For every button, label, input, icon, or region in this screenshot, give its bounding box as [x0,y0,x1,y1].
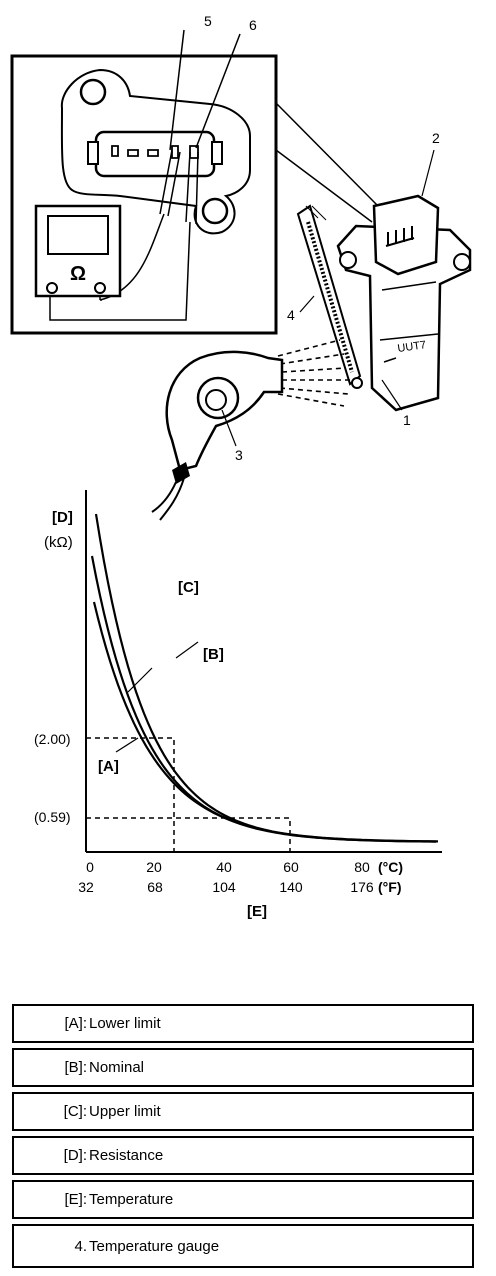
x-tick-f-32: 32 [78,879,94,895]
legend-key: [A]: [64,1015,87,1032]
y-axis-unit: (kΩ) [44,534,73,551]
legend-row-b: [B]: Nominal [12,1048,474,1087]
callout-4: 4 [287,307,295,323]
y-axis-code: [D] [52,509,73,526]
legend-value: Resistance [89,1147,164,1164]
legend-row-c: [C]: Upper limit [12,1092,474,1131]
x-tick-c-60: 60 [283,859,299,875]
x-axis-code: [E] [247,903,267,920]
curve-label-a: [A] [98,758,119,775]
curve-nominal [90,555,436,843]
svg-text:UUT7: UUT7 [397,339,427,355]
legend-value: Upper limit [89,1103,161,1120]
legend-key: 4. [74,1237,87,1255]
x-tick-c-0: 0 [86,859,94,875]
ref-line-059 [86,817,291,852]
curve-lower-limit [92,601,438,843]
curve-upper-limit [94,513,437,843]
legend-key: [C]: [63,1103,87,1120]
ref-line-2 [86,737,175,852]
ref-value-2: (2.00) [34,731,71,747]
x-tick-f-68: 68 [147,879,163,895]
x-tick-f-140: 140 [279,879,303,895]
maf-sensor-illustration: UUT7 [151,149,472,521]
x-tick-c-80: 80 [354,859,370,875]
legend-value: Temperature gauge [89,1237,220,1255]
legend-key: [B]: [64,1059,87,1076]
x-tick-c-40: 40 [216,859,232,875]
x-tick-f-104: 104 [212,879,236,895]
ohm-symbol: Ω [70,263,86,285]
x-tick-c-20: 20 [146,859,162,875]
legend-key: [E]: [64,1191,87,1208]
legend-row-4: 4. Temperature gauge [12,1224,474,1268]
legend-value: Nominal [89,1059,145,1076]
legend-table: [A]: Lower limit [B]: Nominal [C]: Upper… [12,1004,474,1273]
ref-value-059: (0.59) [34,809,71,825]
callout-5: 5 [204,13,212,29]
callout-1: 1 [403,412,411,428]
resistance-graph [85,490,442,853]
legend-row-d: [D]: Resistance [12,1136,474,1175]
inset-panel: Ω [10,29,381,335]
legend-value: Lower limit [89,1015,161,1032]
unit-f: (°F) [378,879,401,895]
legend-row-e: [E]: Temperature [12,1180,474,1219]
curve-label-b: [B] [203,646,224,663]
callout-6: 6 [249,17,257,33]
x-tick-f-176: 176 [350,879,374,895]
legend-value: Temperature [89,1191,174,1208]
legend-row-a: [A]: Lower limit [12,1004,474,1043]
callout-3: 3 [235,447,243,463]
curve-label-c: [C] [178,579,199,596]
legend-key: [D]: [63,1147,87,1164]
callout-2: 2 [432,130,440,146]
unit-c: (°C) [378,859,403,875]
